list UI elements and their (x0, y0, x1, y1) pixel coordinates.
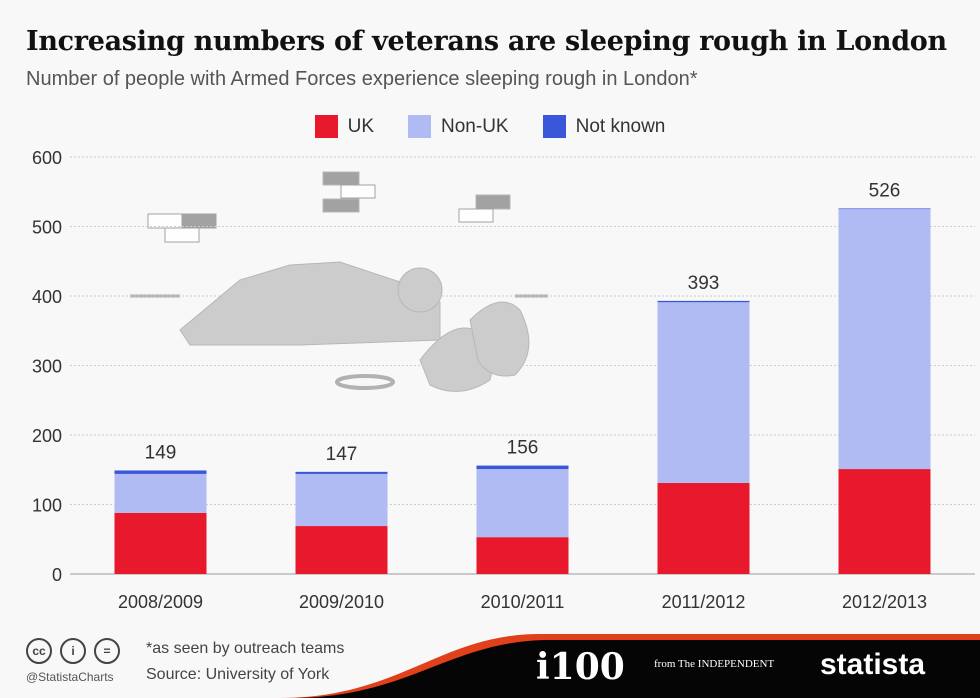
legend: UK Non-UK Not known (0, 115, 980, 138)
legend-label: Non-UK (441, 115, 509, 137)
x-tick-label: 2010/2011 (481, 592, 565, 612)
chart-title: Increasing numbers of veterans are sleep… (26, 26, 947, 57)
y-tick-label: 200 (32, 426, 62, 446)
creative-commons-icon: cc (26, 638, 52, 664)
x-tick-label: 2012/2013 (842, 592, 927, 612)
brick-icon (458, 208, 494, 223)
bar-uk[interactable] (295, 526, 388, 574)
bar-not-known[interactable] (476, 465, 569, 470)
bar-non-uk[interactable] (838, 209, 931, 470)
attribution-icon: i (60, 638, 86, 664)
y-tick-label: 500 (32, 218, 62, 238)
footer: cc i = @StatistaCharts *as seen by outre… (0, 628, 980, 698)
no-derivatives-icon: = (94, 638, 120, 664)
legend-label: UK (347, 115, 375, 137)
brick-icon (147, 213, 183, 229)
legend-label: Not known (575, 115, 666, 137)
bar-not-known[interactable] (295, 471, 388, 474)
brick-icon (181, 213, 217, 229)
y-tick-label: 0 (52, 565, 62, 585)
bar-uk[interactable] (114, 512, 207, 574)
bar-non-uk[interactable] (114, 473, 207, 513)
y-tick-label: 400 (32, 287, 62, 307)
x-tick-label: 2011/2012 (662, 592, 746, 612)
bar-non-uk[interactable] (476, 469, 569, 538)
y-tick-label: 100 (32, 496, 62, 516)
chart-area: 0 100 200 300 400 500 600 149 2008/2009 147 2009/… (32, 148, 975, 612)
legend-swatch (408, 115, 432, 138)
bar-non-uk[interactable] (295, 473, 388, 527)
legend-swatch (542, 115, 566, 138)
legend-item[interactable]: UK (314, 115, 375, 138)
total-label: 147 (326, 444, 358, 465)
bar-not-known[interactable] (114, 470, 207, 474)
y-tick-label: 600 (32, 148, 62, 168)
bar-uk[interactable] (476, 537, 569, 574)
i100-logo: i100 (536, 646, 625, 688)
brick-icon (164, 227, 200, 243)
bar-uk[interactable] (838, 469, 931, 574)
source[interactable]: Source: University of York (146, 666, 330, 683)
legend-item[interactable]: Non-UK (408, 115, 509, 138)
illustration-sleeping-person (130, 171, 548, 392)
brick-icon (322, 198, 360, 213)
total-label: 393 (688, 273, 720, 294)
total-label: 526 (869, 180, 901, 201)
bar-not-known[interactable] (657, 300, 750, 303)
brick-icon (340, 184, 376, 199)
x-tick-label: 2009/2010 (299, 592, 384, 612)
legend-swatch (314, 115, 338, 138)
bar-non-uk[interactable] (657, 302, 750, 483)
bar-uk[interactable] (657, 482, 750, 574)
brick-icon (475, 194, 511, 210)
legend-item[interactable]: Not known (542, 115, 666, 138)
total-label: 156 (507, 438, 539, 459)
footnote: *as seen by outreach teams (146, 640, 345, 657)
statista-handle[interactable]: @StatistaCharts (26, 670, 114, 684)
x-tick-label: 2008/2009 (118, 592, 203, 612)
chart-subtitle: Number of people with Armed Forces exper… (26, 68, 698, 90)
y-tick-label: 300 (32, 357, 62, 377)
total-label: 149 (145, 442, 177, 463)
statista-logo: statista (820, 648, 926, 681)
brick-icon (322, 171, 360, 186)
independent-logo: from The INDEPENDENT (654, 658, 775, 670)
brand-banner (280, 634, 980, 698)
bar-not-known[interactable] (838, 208, 931, 210)
